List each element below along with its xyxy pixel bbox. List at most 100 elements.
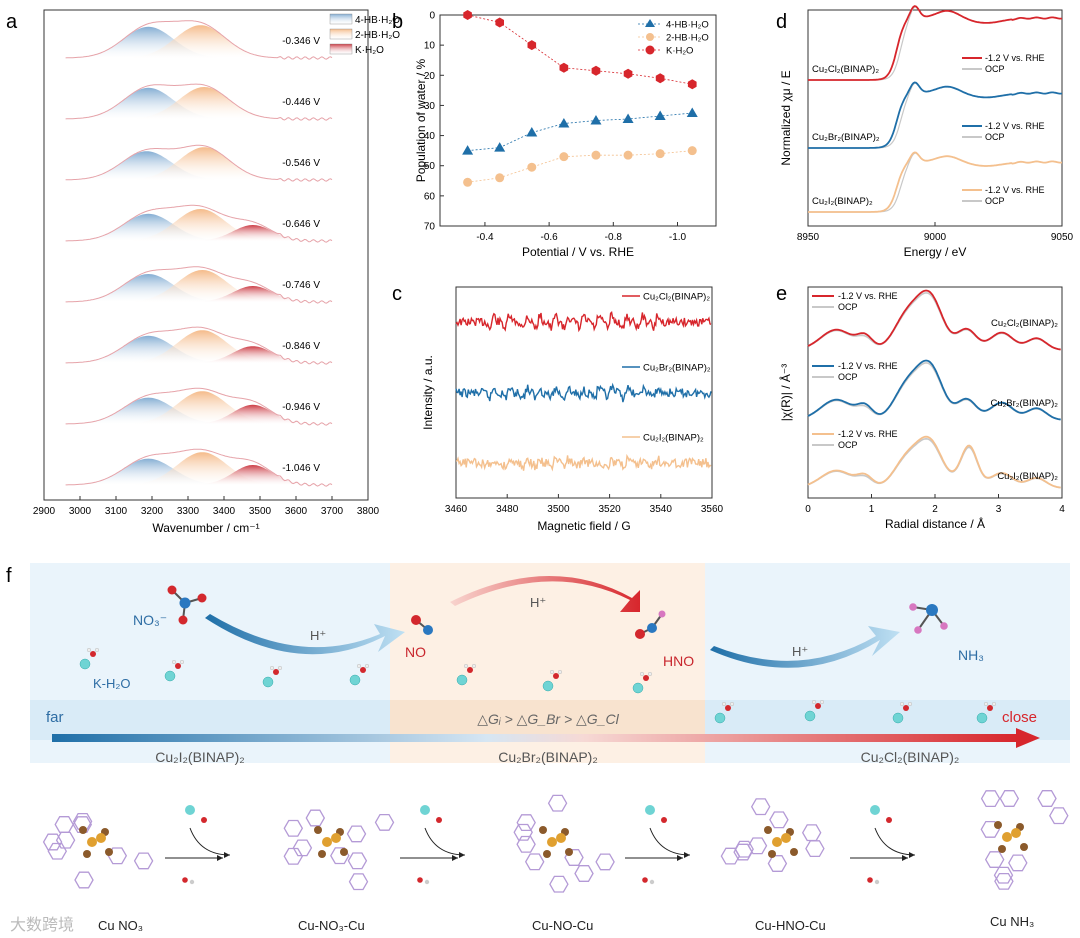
- exafs-trace: [807, 359, 1061, 421]
- hplus-label-1: H⁺: [310, 628, 326, 643]
- hydrogen: [558, 670, 563, 675]
- hydrogen: [365, 664, 370, 669]
- panel-label-a: a: [6, 11, 18, 33]
- x-tick-label-b: -1.0: [669, 232, 687, 243]
- phenyl-ring: [292, 839, 313, 857]
- x-tick-label-d: 8950: [797, 232, 820, 243]
- panel-a-ir-spectra: 2900 3000 3100 3200 3300 3400 3500 3600 3700 3800…: [33, 9, 400, 535]
- copper-atom: [96, 833, 106, 843]
- phenyl-ring: [47, 842, 68, 860]
- panel-d-xanes: 8950 9000 9050 Energy / eV Normalized χμ / E…: [779, 5, 1074, 259]
- phosphorus-atom: [790, 848, 798, 856]
- legend-swatch-a: [329, 43, 353, 55]
- copper-atom: [781, 833, 791, 843]
- phenyl-ring: [750, 798, 771, 816]
- peak-k: [65, 404, 332, 424]
- hno-molecule: [635, 610, 666, 639]
- k-water-cluster: [349, 664, 370, 686]
- peak-4hb: [65, 397, 332, 424]
- phenyl-ring: [720, 847, 741, 865]
- k-water-cluster: [892, 702, 913, 724]
- peak-4hb: [65, 274, 332, 302]
- sample-label-e: Cu₂I₂(BINAP)₂: [997, 471, 1058, 482]
- x-axis-label-a: Wavenumber / cm⁻¹: [152, 521, 259, 535]
- peak-2hb: [65, 391, 332, 424]
- legend-swatch-a: [329, 28, 353, 40]
- point-4hb: [622, 113, 634, 123]
- point-4hb: [526, 127, 538, 137]
- k-h2o-label: K-H₂O: [93, 676, 131, 691]
- h-arrow-3: [710, 626, 900, 668]
- peak-4hb: [65, 458, 332, 485]
- x-tick-label-c: 3540: [650, 504, 673, 515]
- point-k: [687, 79, 697, 90]
- potential-label: -0.346 V: [282, 36, 320, 47]
- hydrogen: [984, 702, 989, 707]
- legend-label-d: -1.2 V vs. RHE: [985, 185, 1045, 195]
- phenyl-ring: [999, 790, 1020, 807]
- close-label: close: [1002, 709, 1037, 726]
- xanes-trace: [808, 81, 1063, 149]
- x-tick-label-c: 3480: [496, 504, 519, 515]
- distance-arrow-shaft: [52, 734, 1018, 742]
- sample-label-e: Cu₂Br₂(BINAP)₂: [990, 398, 1058, 409]
- hydrogen: [648, 672, 653, 677]
- catalyst-label-br: Cu₂Br₂(BINAP)₂: [498, 749, 598, 765]
- exafs-trace: [807, 435, 1061, 489]
- peak-2hb: [65, 87, 332, 119]
- x-tick-label-b: -0.4: [476, 232, 494, 243]
- phosphorus-atom: [105, 848, 113, 856]
- k-water-cluster: [976, 702, 997, 724]
- phosphorus-atom: [314, 826, 322, 834]
- y-tick-label-b: 40: [424, 131, 436, 142]
- phenyl-ring: [54, 816, 74, 833]
- copper-atom: [556, 833, 566, 843]
- phenyl-ring: [993, 866, 1014, 884]
- y-tick-label-b: 70: [424, 222, 436, 233]
- x-tick-label-a: 3700: [321, 506, 344, 517]
- x-tick-label-a: 3300: [177, 506, 200, 517]
- copper-atom: [331, 833, 341, 843]
- point-2hb: [623, 150, 633, 160]
- fit-envelope: [65, 83, 333, 121]
- hydrogen: [278, 666, 283, 671]
- k-water-cluster: [79, 648, 99, 670]
- phenyl-ring: [595, 853, 615, 871]
- phenyl-ring: [516, 814, 536, 832]
- phenyl-ring: [524, 853, 545, 871]
- panel-label-c: c: [392, 283, 402, 305]
- reaction-pathway-structures: [42, 790, 1069, 893]
- peak-4hb: [65, 335, 332, 363]
- x-tick-label-e: 4: [1059, 504, 1065, 515]
- k-ion: [542, 680, 554, 692]
- step-label-1: Cu NO₃: [98, 918, 143, 933]
- y-axis-label-b: Population of water / %: [414, 58, 428, 182]
- k-ion: [976, 712, 988, 724]
- legend-swatch-a: [329, 13, 353, 25]
- point-k: [559, 62, 569, 73]
- point-k: [463, 10, 472, 20]
- y-tick-label-b: 0: [429, 11, 435, 22]
- y-axis-label-c: Intensity / a.u.: [421, 355, 435, 430]
- hno-label: HNO: [663, 653, 694, 669]
- copper-atom: [1011, 828, 1021, 838]
- copper-atom: [547, 837, 557, 847]
- step-label-3: Cu-NO-Cu: [532, 918, 593, 933]
- catalyst-label-cl: Cu₂Cl₂(BINAP)₂: [861, 749, 960, 765]
- fit-envelope: [65, 20, 333, 60]
- phenyl-ring: [516, 835, 536, 853]
- nitrate-label: NO₃⁻: [133, 612, 167, 628]
- catalyst-structure: [720, 798, 916, 885]
- sample-label-d: Cu₂Br₂(BINAP)₂: [812, 132, 880, 143]
- fit-envelope: [65, 326, 333, 365]
- k-water-cluster: [714, 702, 735, 724]
- oxygen: [90, 651, 96, 657]
- hydrogen: [171, 660, 176, 665]
- fit-envelope: [65, 387, 333, 426]
- point-4hb: [462, 145, 474, 155]
- y-tick-label-b: 30: [424, 101, 436, 112]
- x-axis-label-c: Magnetic field / G: [537, 519, 630, 533]
- panel-label-b: b: [392, 11, 403, 33]
- phenyl-ring: [767, 855, 788, 872]
- potential-label: -0.746 V: [282, 280, 320, 291]
